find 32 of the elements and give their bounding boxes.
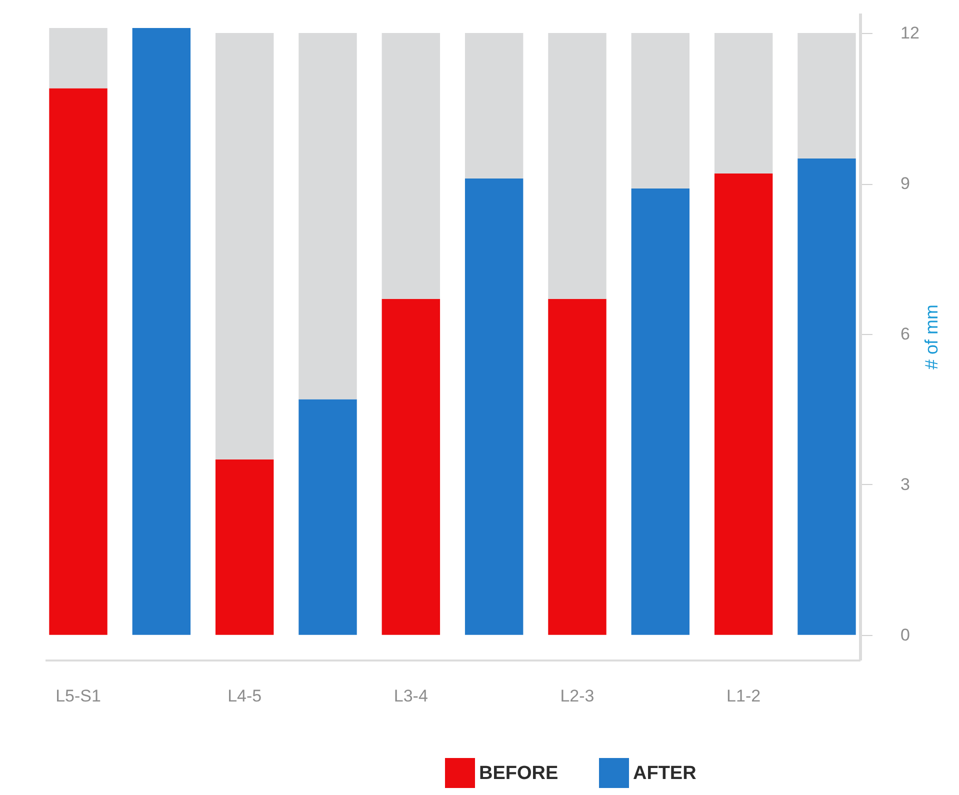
x-tick-label: L3-4 (394, 686, 428, 706)
bar (382, 33, 440, 299)
bar (215, 33, 274, 460)
bar (548, 33, 606, 299)
x-tick-label: L1-2 (726, 686, 761, 706)
bar (714, 33, 773, 174)
legend-label: AFTER (633, 763, 697, 784)
legend-label: BEFORE (479, 763, 558, 784)
y-tick-label: 0 (900, 625, 910, 644)
bar (215, 459, 274, 635)
bar (49, 88, 108, 635)
x-tick-label: L2-3 (560, 686, 594, 706)
bar (464, 178, 524, 635)
bar (132, 28, 191, 635)
bar (631, 188, 690, 635)
y-tick-label: 9 (900, 174, 910, 194)
bar (49, 28, 108, 88)
bar (631, 33, 690, 189)
bar (298, 399, 357, 635)
x-tick-label: L4-5 (228, 686, 262, 706)
y-tick-label: 3 (900, 474, 910, 494)
bar (382, 298, 440, 635)
bar (798, 158, 856, 635)
y-axis-title: # of mm (921, 304, 942, 370)
x-tick-label: L5-S1 (56, 686, 101, 706)
y-tick-label: 12 (900, 24, 920, 43)
bar (298, 33, 357, 400)
bar (548, 298, 606, 635)
bar (714, 173, 773, 635)
bar (464, 33, 524, 179)
y-tick-label: 6 (900, 324, 910, 344)
bar (798, 33, 856, 158)
